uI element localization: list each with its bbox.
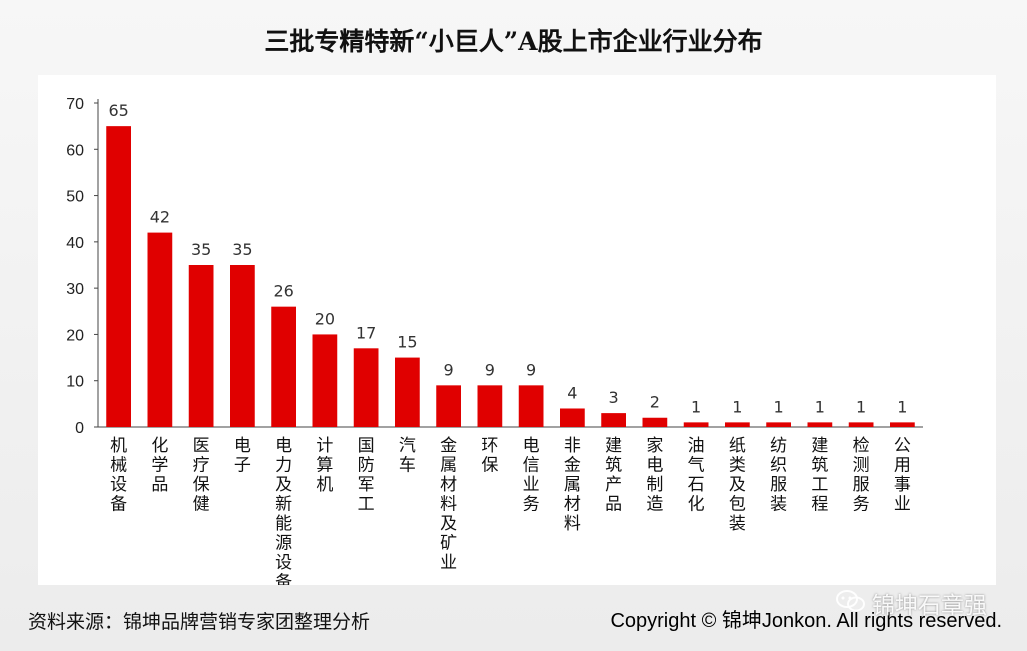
bar — [230, 265, 255, 427]
bar — [766, 422, 791, 427]
x-tick-label: 环保 — [481, 436, 498, 476]
x-tick-label: 汽车 — [399, 436, 416, 476]
data-label: 1 — [691, 397, 701, 416]
x-tick-label: 公用事业 — [894, 436, 911, 515]
x-tick-label: 建筑产品 — [605, 436, 622, 515]
bar — [642, 417, 668, 427]
bar — [601, 413, 626, 427]
bar — [395, 357, 420, 427]
copyright-notice: Copyright © 锦坤Jonkon. All rights reserve… — [610, 610, 1002, 632]
x-tick-label: 非金属材料 — [564, 436, 581, 534]
x-tick-label: 医疗保健 — [193, 436, 210, 515]
data-label: 3 — [609, 388, 619, 407]
x-tick-label: 建筑工程 — [811, 436, 828, 515]
bar — [807, 422, 833, 427]
data-label: 1 — [815, 397, 825, 416]
y-tick-label: 0 — [75, 420, 84, 437]
x-tick-label: 纸类及包装 — [729, 436, 746, 534]
x-tick-label: 金属材料及矿业 — [440, 436, 457, 573]
x-tick-label: 电子 — [234, 436, 251, 476]
bar — [848, 422, 874, 427]
data-label: 65 — [108, 101, 128, 120]
bar — [353, 348, 379, 427]
data-label: 35 — [191, 240, 211, 259]
bar — [271, 306, 296, 427]
data-label: 26 — [273, 282, 293, 301]
data-label: 1 — [856, 397, 866, 416]
wechat-icon — [836, 589, 866, 619]
y-tick-label: 50 — [66, 189, 84, 206]
x-tick-label: 机械设备 — [110, 436, 127, 515]
data-label: 20 — [315, 309, 335, 328]
x-tick-label: 电信业务 — [523, 436, 540, 515]
bar — [312, 334, 338, 427]
x-tick-label: 计算机 — [316, 436, 333, 495]
watermark-text: 锦坤石章强 — [872, 593, 987, 619]
data-label: 42 — [150, 208, 170, 227]
x-tick-label: 电力及新能源设备 — [275, 436, 292, 585]
watermark: 锦坤石章强 — [836, 586, 987, 620]
x-tick-label: 油气石化 — [688, 436, 705, 515]
bar — [147, 232, 173, 427]
y-tick-label: 10 — [66, 374, 84, 391]
bar — [725, 422, 750, 427]
bar — [436, 385, 461, 427]
data-label: 9 — [485, 360, 495, 379]
bar — [560, 408, 585, 427]
data-label: 1 — [897, 397, 907, 416]
x-tick-label: 检测服务 — [853, 436, 870, 515]
bar — [683, 422, 709, 427]
data-source-note: 资料来源：锦坤品牌营销专家团整理分析 — [28, 611, 371, 633]
data-label: 2 — [650, 393, 660, 412]
data-label: 9 — [444, 360, 454, 379]
bar — [890, 422, 915, 427]
chart-panel: 0 10 20 30 40 50 60 70 65 机械设备 42 化学品 35 医疗保健 35 电子 26 电力… — [38, 75, 996, 585]
data-label: 35 — [232, 240, 252, 259]
x-tick-label: 纺织服装 — [770, 436, 787, 515]
data-label: 4 — [567, 383, 577, 402]
data-label: 1 — [732, 397, 742, 416]
data-label: 17 — [356, 323, 376, 342]
y-tick-label: 60 — [66, 142, 84, 159]
data-label: 15 — [397, 333, 417, 352]
x-tick-label: 化学品 — [151, 436, 168, 495]
bar — [188, 265, 214, 427]
bar — [106, 126, 131, 427]
y-tick-label: 30 — [66, 281, 84, 298]
y-tick-label: 70 — [66, 96, 84, 113]
y-tick-label: 40 — [66, 235, 84, 252]
y-tick-label: 20 — [66, 327, 84, 344]
data-label: 9 — [526, 360, 536, 379]
chart-title: 三批专精特新“小巨人”A股上市企业行业分布 — [264, 27, 763, 56]
bar — [518, 385, 544, 427]
x-tick-label: 家电制造 — [646, 436, 663, 515]
data-label: 1 — [774, 397, 784, 416]
bar — [477, 385, 503, 427]
x-tick-label: 国防军工 — [358, 436, 375, 515]
